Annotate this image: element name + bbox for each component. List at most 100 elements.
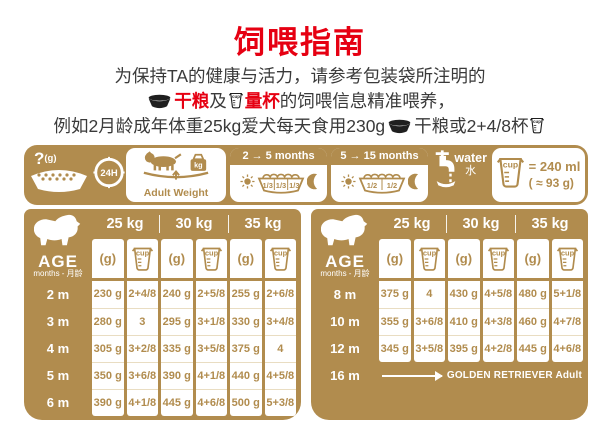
svg-text:cup: cup [136,248,150,257]
feeding-icons-band: ?(g) 24H kg Adult Weight 2 → 5 months 1/… [24,145,588,205]
table-column: (g) 255 g 330 g 375 g 440 g 500 g [230,239,262,416]
clock-24h-icon: 24H [92,156,126,195]
measuring-cup-icon: cup [227,91,245,111]
feeding-value-cell: 4+6/8 [551,335,583,362]
phase-title: 5 → 15 months [331,148,428,165]
feeding-value-cell: 255 g [231,288,260,300]
feeding-value-cell: 4+5/8 [484,288,513,300]
feeding-value-cell: 4+3/8 [482,308,514,335]
cup-unit-header: cup [482,239,514,281]
age-column: AGE months - 月龄 8 m 10 m 12 m 16 m [311,209,379,420]
age-row-label: 6 m [46,395,70,410]
feeding-value-cell: 2+4/8 [128,288,157,300]
weight-header-row: 25 kg 30 kg 35 kg [92,209,296,239]
svg-text:cup: cup [232,94,240,99]
gram-unit-header: (g) [230,239,262,281]
table-column: (g) 480 g 460 g 445 g [517,239,549,362]
daily-portion-section: ?(g) 24H [26,147,126,203]
phase-meals: 1/3 1/3 1/3 [230,165,327,202]
cup-unit-header: cup [551,239,583,281]
phase-2-5-months: 2 → 5 months 1/3 1/3 1/3 [230,148,327,202]
puppy-icon [33,214,81,246]
table-body: (g) 230 g 280 g 305 g 350 g 390 g cup 2+4/8 3 3… [92,239,296,416]
feeding-value-cell: 4+6/8 [195,389,227,416]
feeding-value-cell: 230 g [93,288,122,300]
svg-text:1/3: 1/3 [262,181,272,190]
feeding-table-junior: AGE months - 月龄 8 m 10 m 12 m 16 m 25 kg 30 … [311,209,588,420]
svg-text:1/2: 1/2 [386,181,396,190]
water-section: water 水 [430,147,490,203]
feeding-value-cell: 430 g [449,288,478,300]
gram-unit-header: (g) [379,239,411,281]
age-row-label: 2 m [46,287,70,302]
age-column-header: AGE months - 月龄 [24,209,92,281]
table-column: cup 2+6/8 3+4/8 4 4+5/8 5+3/8 [264,239,296,416]
cup-word-text: 量杯 [244,91,280,111]
intro-text: 为保持TA的健康与活力，请参考包装袋所注明的 干粮及 cup 量杯的饲喂信息精准… [0,64,600,139]
feeding-value-cell: 395 g [448,335,480,362]
intro-rest-text: 的饲喂信息精准喂养， [279,91,455,111]
svg-text:24H: 24H [100,168,117,179]
age-title: AGE [38,252,78,271]
water-label: water 水 [454,151,487,178]
gram-unit-header: (g) [517,239,549,281]
feeding-value-cell: 3+6/8 [126,362,158,389]
feeding-value-cell: 445 g [161,389,193,416]
age-row-label: 3 m [46,314,70,329]
svg-text:1/2: 1/2 [366,181,376,190]
feeding-value-cell: 4 [426,288,433,300]
table-body: (g) 375 g 355 g 345 g cup 4 3+6/8 3+5/8 (g) 430… [379,239,583,362]
gram-unit-header: (g) [161,239,193,281]
age-row-label: 16 m [330,368,360,383]
adult-weight-label: Adult Weight [143,187,209,199]
feeding-value-cell: 375 g [230,335,262,362]
intro-example-text: 例如2月龄成年体重25kg爱犬每天食用230g [53,116,386,136]
feeding-value-cell: 3+2/8 [126,335,158,362]
feeding-value-cell: 4+7/8 [551,308,583,335]
age-column-header: AGE months - 月龄 [311,209,379,281]
svg-text:cup: cup [274,248,288,257]
moon-icon [407,173,419,195]
feeding-value-cell: 3+5/8 [413,335,445,362]
cup-unit-header: cup [264,239,296,281]
intro-example-text-2: 干粮或2+4/8杯 [414,116,529,136]
gram-unit-header: (g) [92,239,124,281]
feeding-table-puppy: AGE months - 月龄 2 m 3 m 4 m 5 m 6 m 25 kg 30 … [24,209,301,420]
dog-on-scale-icon: kg [140,151,212,186]
intro-line-2: 干粮及 cup 量杯的饲喂信息精准喂养， [0,89,600,114]
table-column: (g) 230 g 280 g 305 g 350 g 390 g [92,239,124,416]
feeding-value-cell: 3+6/8 [413,308,445,335]
phase-title: 2 → 5 months [230,148,327,165]
age-subtitle: months - 月龄 [33,269,83,278]
weight-header-row: 25 kg 30 kg 35 kg [379,209,583,239]
weight-column-header: 25 kg [393,216,431,232]
feeding-value-cell: 4+1/8 [126,389,158,416]
feeding-value-cell: 330 g [230,308,262,335]
feeding-value-cell: 3+4/8 [264,308,296,335]
feeding-value-cell: 3 [126,308,158,335]
table-column: cup 4 3+6/8 3+5/8 [413,239,445,362]
age-row-label: 10 m [330,314,360,329]
svg-text:cup: cup [423,248,437,257]
age-row-label: 12 m [330,341,360,356]
puppy-icon [320,214,368,246]
water-faucet-icon [432,149,460,194]
table-data-area: 25 kg 30 kg 35 kg (g) 375 g 355 g 345 g cup 4… [379,209,583,420]
weight-column-header: 35 kg [515,209,583,239]
measuring-cup-icon: cup [496,156,524,194]
age-title: AGE [325,252,365,271]
table-column: (g) 240 g 295 g 335 g 390 g 445 g [161,239,193,416]
feeding-value-cell: 295 g [161,308,193,335]
cup-volume-section: cup = 240 ml ( ≈ 93 g) [492,148,585,202]
cup-unit-header: cup [413,239,445,281]
table-column: (g) 375 g 355 g 345 g [379,239,411,362]
table-column: (g) 430 g 410 g 395 g [448,239,480,362]
feeding-value-cell: 3+5/8 [195,335,227,362]
adult-transition-row: GOLDEN RETRIEVER Adult [382,362,582,389]
age-row-label: 8 m [333,287,357,302]
svg-text:cup: cup [561,248,575,257]
weight-column-header: 35 kg [228,209,296,239]
intro-line-1: 为保持TA的健康与活力，请参考包装袋所注明的 [114,66,486,86]
